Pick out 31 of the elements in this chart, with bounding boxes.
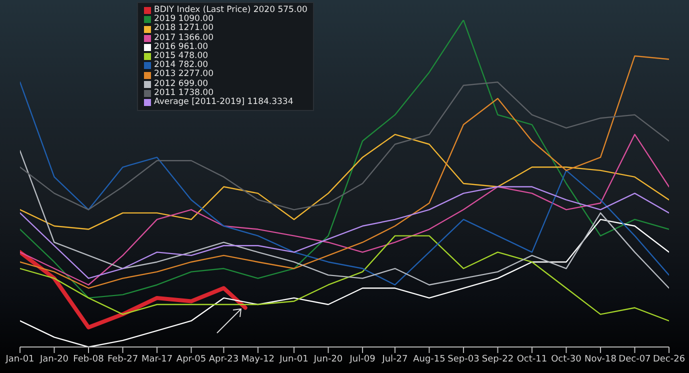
x-tick-label: Dec-07 xyxy=(618,354,651,364)
x-tick-label: Mar-17 xyxy=(141,354,173,364)
legend-label: BDIY Index (Last Price) 2020 575.00 xyxy=(154,5,308,15)
legend-label: 2011 1738.00 xyxy=(154,88,214,98)
legend-label: 2013 2277.00 xyxy=(154,69,214,80)
x-tick-label: Jun-20 xyxy=(312,354,343,364)
x-tick-label: Feb-08 xyxy=(73,354,104,364)
x-tick-label: Aug-15 xyxy=(413,354,446,364)
x-tick-label: Jan-20 xyxy=(38,354,69,364)
x-tick-label: Apr-05 xyxy=(176,354,206,364)
legend-label: 2012 699.00 xyxy=(154,78,208,89)
legend-label: 2018 1271.00 xyxy=(154,23,214,34)
legend-label: Average [2011-2019] 1184.3334 xyxy=(154,97,294,108)
x-tick-label: Dec-26 xyxy=(652,354,686,364)
legend-label: 2016 961.00 xyxy=(154,42,208,52)
x-tick-label: Jul-09 xyxy=(348,354,376,364)
legend-label: 2017 1366.00 xyxy=(154,32,214,43)
legend-label: 2019 1090.00 xyxy=(154,14,214,24)
x-tick-label: Jan-01 xyxy=(4,354,34,364)
x-tick-label: Nov-18 xyxy=(584,354,617,364)
legend-label: 2015 478.00 xyxy=(154,51,208,62)
legend-label: 2014 782.00 xyxy=(154,60,208,70)
x-tick-label: Oct-11 xyxy=(516,354,548,364)
x-tick-label: Jun-01 xyxy=(278,354,308,364)
x-tick-label: Sep-03 xyxy=(448,354,480,364)
x-tick-label: Feb-27 xyxy=(107,354,138,364)
x-tick-label: Apr-23 xyxy=(208,354,239,364)
x-tick-label: Jul-27 xyxy=(381,354,408,364)
x-tick-label: Oct-30 xyxy=(551,354,582,364)
x-tick-label: Sep-22 xyxy=(482,354,514,364)
x-tick-label: May-12 xyxy=(241,354,275,364)
